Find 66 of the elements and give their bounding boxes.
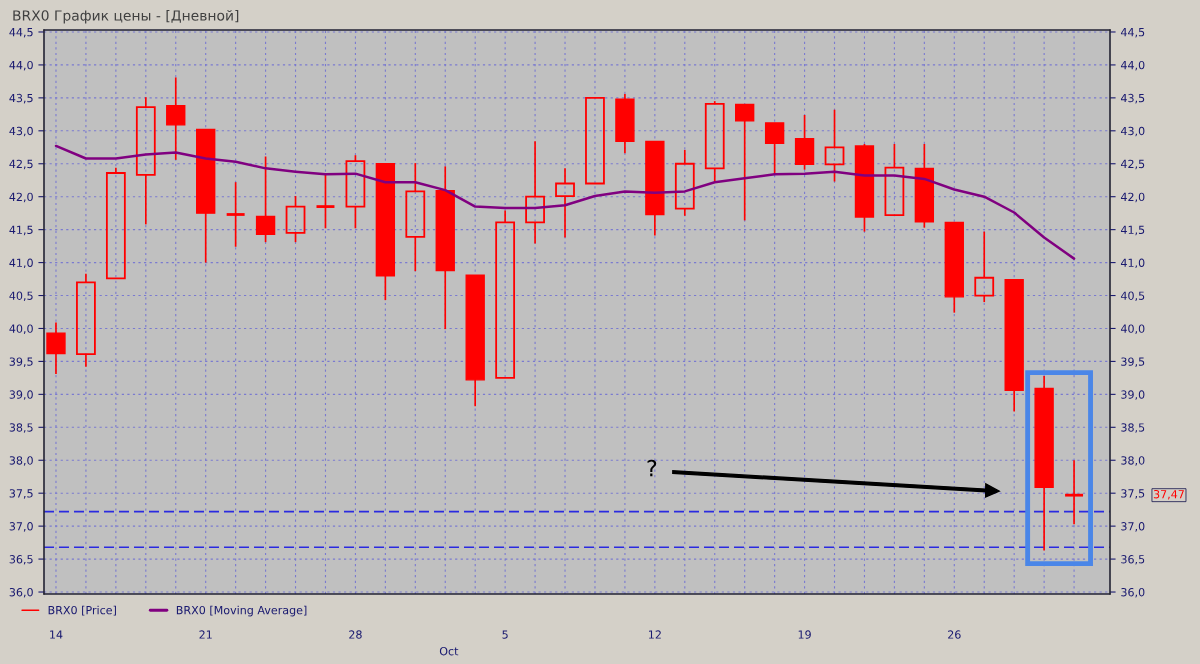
y-tick-label: 43,5	[9, 93, 33, 104]
y2-tick-label: 36,5	[1121, 555, 1145, 565]
x-tick-label: 26	[948, 630, 961, 639]
text: 37,47	[1153, 489, 1184, 500]
y-tick-label: 38,0	[9, 456, 33, 466]
y-tick-label: 40,5	[9, 291, 33, 302]
y-tick-label: 37,0	[9, 522, 33, 532]
annotation: ?	[647, 459, 657, 477]
y-tick-label: 41,5	[9, 225, 33, 236]
y2-tick-label: 37,0	[1121, 522, 1145, 532]
y-tick-label: 42,5	[9, 159, 33, 170]
y2-tick-label: 42,5	[1120, 159, 1145, 170]
y2-tick-label: 40,0	[1120, 324, 1145, 334]
y2-tick-label: 43,5	[1120, 93, 1145, 104]
candlestick	[1063, 459, 1085, 525]
candlestick	[405, 162, 426, 272]
y-tick-label: 42,0	[9, 192, 33, 203]
y2-tick-label: 38,5	[1121, 423, 1145, 433]
y-tick-label: 36,5	[9, 555, 33, 565]
y-tick-label: 40,0	[9, 324, 33, 334]
y-tick-label: 43,0	[9, 126, 33, 137]
candlestick	[974, 230, 995, 303]
x-tick-label: 28	[349, 630, 362, 639]
y2-tick-label: 41,0	[1120, 258, 1145, 269]
line-series	[54, 144, 1076, 260]
x-tick-label: 14	[50, 630, 63, 639]
candlestick	[76, 272, 96, 368]
candlestick	[46, 321, 66, 375]
x-tick-label: 19	[798, 630, 811, 639]
y-tick-label: 37,5	[9, 489, 33, 499]
chart-title: BRX0 График цены - [Дневной]	[13, 9, 239, 24]
candlestick	[166, 76, 186, 161]
legend-label: BRX0 [Moving Average]	[176, 605, 307, 617]
y2-tick-label: 38,0	[1121, 456, 1145, 466]
y2-tick-label: 40,5	[1120, 291, 1145, 302]
y-tick-label: 44,5	[9, 28, 33, 38]
y2-tick-label: 41,5	[1120, 225, 1145, 236]
candlestick	[764, 122, 785, 176]
x-tick-label: 21	[199, 630, 212, 639]
y2-tick-label: 44,5	[1120, 28, 1145, 38]
candlestick	[704, 100, 725, 184]
candlestick	[255, 155, 276, 243]
y-tick-label: 38,5	[9, 423, 33, 433]
y2-tick-label: 44,0	[1120, 60, 1145, 71]
y2-tick-label: 36,0	[1121, 588, 1145, 598]
x-tick-label: 12	[649, 630, 661, 639]
candlestick	[735, 103, 755, 222]
candlestick	[135, 96, 156, 226]
y-tick-label: 44,0	[9, 60, 33, 71]
y2-tick-label: 39,5	[1121, 357, 1145, 367]
candlestick	[315, 174, 336, 230]
y-tick-label: 39,0	[9, 390, 33, 400]
y2-tick-label: 42,0	[1120, 192, 1145, 203]
legend-label: BRX0 [Price]	[48, 605, 116, 616]
y2-tick-label: 43,0	[1120, 126, 1145, 137]
y2-tick-label: 39,0	[1121, 390, 1145, 400]
candlestick	[674, 149, 695, 217]
candlestick	[555, 167, 575, 239]
y-tick-label: 39,5	[9, 357, 33, 367]
y-tick-label: 36,0	[9, 588, 33, 598]
candlestick	[225, 181, 247, 248]
candlestick	[525, 140, 545, 245]
x-tick-label: 5	[502, 630, 508, 639]
text: Oct	[439, 646, 459, 656]
y2-tick-label: 37,5	[1121, 489, 1145, 499]
y-tick-label: 41,0	[9, 258, 33, 269]
